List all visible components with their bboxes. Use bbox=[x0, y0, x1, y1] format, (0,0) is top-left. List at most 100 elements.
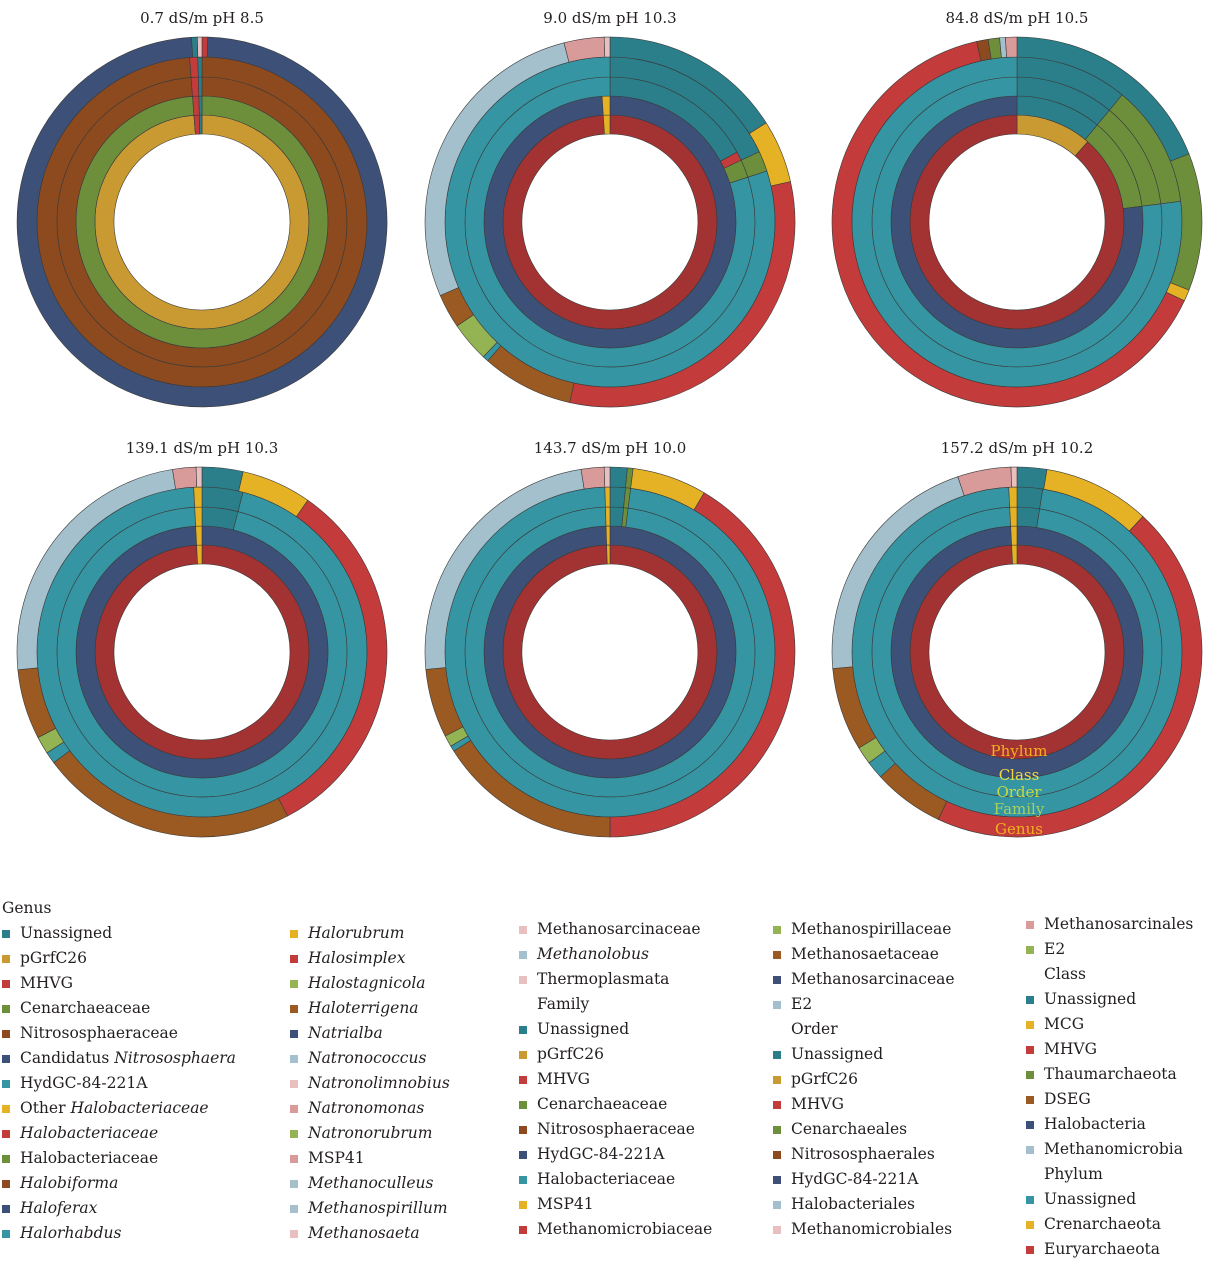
sunburst-143-7-ds-m-ph-10-0: 143.7 dS/m pH 10.0 bbox=[424, 439, 796, 838]
legend-item: Nitrososphaerales bbox=[771, 1142, 955, 1167]
legend-swatch bbox=[519, 1076, 527, 1084]
legend-label: Cenarchaeaceae bbox=[20, 999, 151, 1017]
legend-swatch bbox=[290, 1155, 298, 1163]
legend-item: E2 bbox=[1024, 937, 1193, 962]
legend-item: MHVG bbox=[771, 1092, 955, 1117]
legend-item: pGrfC26 bbox=[0, 946, 236, 971]
legend-swatch bbox=[2, 1005, 10, 1013]
legend-swatch bbox=[290, 1180, 298, 1188]
ring-label-genus: Genus bbox=[995, 820, 1043, 838]
legend-label: E2 bbox=[1044, 940, 1066, 958]
legend-item: Methanolobus bbox=[517, 942, 712, 967]
sunburst-84-8-ds-m-ph-10-5: 84.8 dS/m pH 10.5 bbox=[831, 9, 1203, 408]
legend-label-italic: Nitrososphaera bbox=[114, 1049, 236, 1067]
legend-label: Candidatus bbox=[20, 1049, 115, 1067]
slice-genus-7 bbox=[1005, 36, 1018, 58]
legend-swatch bbox=[2, 1205, 10, 1213]
legend-label: Thaumarchaeota bbox=[1044, 1065, 1177, 1083]
legend-swatch bbox=[290, 1130, 298, 1138]
legend-item: MHVG bbox=[0, 971, 236, 996]
legend-swatch bbox=[2, 1180, 10, 1188]
legend-item: MHVG bbox=[1024, 1037, 1193, 1062]
legend-swatch bbox=[519, 1101, 527, 1109]
legend-item: Halobiforma bbox=[0, 1171, 236, 1196]
legend-swatch bbox=[773, 1226, 781, 1234]
legend-label: Nitrososphaeraceae bbox=[537, 1120, 695, 1138]
legend-label-italic: Methanoculleus bbox=[308, 1174, 434, 1192]
legend-item: MSP41 bbox=[288, 1146, 450, 1171]
legend-swatch bbox=[290, 1105, 298, 1113]
legend-item: Natronorubrum bbox=[288, 1121, 450, 1146]
legend-item: Methanomicrobia bbox=[1024, 1137, 1193, 1162]
legend-swatch bbox=[1026, 1021, 1034, 1029]
legend-swatch bbox=[290, 980, 298, 988]
legend-item: Halorubrum bbox=[288, 921, 450, 946]
chart-title: 157.2 dS/m pH 10.2 bbox=[941, 439, 1093, 457]
legend-heading-genus: Genus bbox=[2, 899, 52, 917]
legend-swatch bbox=[519, 1201, 527, 1209]
legend-label-italic: Natronorubrum bbox=[308, 1124, 433, 1142]
legend-label-italic: Haloterrigena bbox=[308, 999, 419, 1017]
legend-label: pGrfC26 bbox=[791, 1070, 859, 1088]
legend-item: Haloterrigena bbox=[288, 996, 450, 1021]
legend-item: Methanomicrobiaceae bbox=[517, 1217, 712, 1242]
legend-label-italic: Natronolimnobius bbox=[308, 1074, 450, 1092]
legend-item: Unassigned bbox=[0, 921, 236, 946]
legend-label: DSEG bbox=[1044, 1090, 1091, 1108]
legend-item: MHVG bbox=[517, 1067, 712, 1092]
legend-label-italic: Natrialba bbox=[308, 1024, 383, 1042]
legend-label: Halobacteriaceae bbox=[537, 1170, 676, 1188]
slice-genus-9 bbox=[1010, 466, 1018, 488]
legend-label-italic: Halorhabdus bbox=[20, 1224, 122, 1242]
legend-item: HydGC-84-221A bbox=[0, 1071, 236, 1096]
legend-item: Natronococcus bbox=[288, 1046, 450, 1071]
legend-swatch bbox=[519, 1176, 527, 1184]
legend-label: MHVG bbox=[537, 1070, 590, 1088]
legend-swatch bbox=[773, 1201, 781, 1209]
legend-item: Unassigned bbox=[771, 1042, 955, 1067]
legend-item: Nitrososphaeraceae bbox=[517, 1117, 712, 1142]
legend-swatch bbox=[773, 1051, 781, 1059]
legend-label: MHVG bbox=[1044, 1040, 1097, 1058]
legend-label: Unassigned bbox=[537, 1020, 630, 1038]
legend-swatch bbox=[1026, 1096, 1034, 1104]
legend-swatch bbox=[290, 1005, 298, 1013]
legend-label-italic: Halobacteriaceae bbox=[70, 1099, 209, 1117]
legend-swatch bbox=[773, 1176, 781, 1184]
legend-label: Methanosaetaceae bbox=[791, 945, 939, 963]
legend-item: Unassigned bbox=[1024, 987, 1193, 1012]
legend-label: Methanospirillaceae bbox=[791, 920, 952, 938]
legend-label-italic: Haloferax bbox=[20, 1199, 98, 1217]
legend-item: Other Halobacteriaceae bbox=[0, 1096, 236, 1121]
legend-item: Methanosarcinaceae bbox=[517, 917, 712, 942]
legend-label: HydGC-84-221A bbox=[791, 1170, 919, 1188]
legend-swatch bbox=[773, 1076, 781, 1084]
slice-genus-9 bbox=[195, 466, 203, 488]
legend-swatch bbox=[290, 1030, 298, 1038]
legend-swatch bbox=[519, 1026, 527, 1034]
legend-swatch bbox=[1026, 1221, 1034, 1229]
legend-label-italic: Halostagnicola bbox=[308, 974, 426, 992]
legend-label: HydGC-84-221A bbox=[537, 1145, 665, 1163]
legend-item: MSP41 bbox=[517, 1192, 712, 1217]
legend-swatch bbox=[773, 1001, 781, 1009]
legend-item: E2 bbox=[771, 992, 955, 1017]
legend-heading-phylum: Phylum bbox=[1044, 1165, 1103, 1183]
legend-swatch bbox=[290, 930, 298, 938]
legend-label: Halobacteria bbox=[1044, 1115, 1146, 1133]
legend-item: Methanosarcinaceae bbox=[771, 967, 955, 992]
legend-item: Methanosaetaceae bbox=[771, 942, 955, 967]
legend-item: HydGC-84-221A bbox=[771, 1167, 955, 1192]
chart-title: 139.1 dS/m pH 10.3 bbox=[126, 439, 278, 457]
legend-column-4: Methanospirillaceae Methanosaetaceae Metha… bbox=[771, 917, 955, 1242]
legend-item: Natronomonas bbox=[288, 1096, 450, 1121]
legend-label: Unassigned bbox=[791, 1045, 884, 1063]
legend-swatch bbox=[773, 951, 781, 959]
legend-item: pGrfC26 bbox=[771, 1067, 955, 1092]
legend-label: Halobacteriales bbox=[791, 1195, 915, 1213]
slice-genus-3 bbox=[197, 36, 203, 58]
legend-item: HydGC-84-221A bbox=[517, 1142, 712, 1167]
legend-swatch bbox=[519, 1051, 527, 1059]
legend-label-italic: Methanospirillum bbox=[308, 1199, 448, 1217]
